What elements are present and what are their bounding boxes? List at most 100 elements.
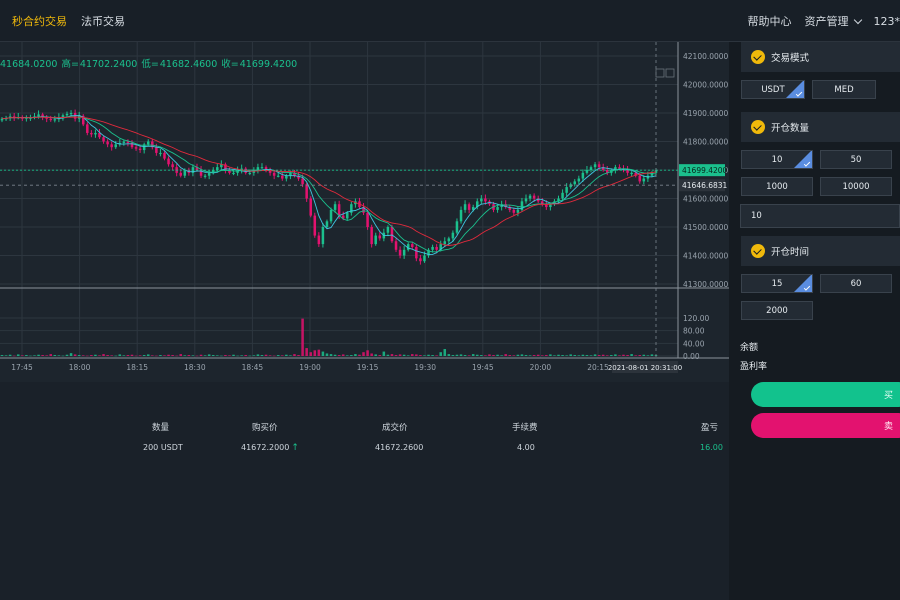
volume-bar [305,348,308,356]
qty-option-10[interactable]: 10 [741,150,813,169]
volume-bar [439,352,442,356]
quantity-input[interactable]: 10 [740,204,900,228]
candle-body [171,164,174,168]
nav-second-contract[interactable]: 秒合约交易 [12,15,67,28]
candle-body [61,115,65,118]
time-option-15[interactable]: 15 [741,274,813,293]
volume-bar [281,355,284,356]
open-quantity-title: 开仓数量 [771,123,810,134]
table-row[interactable]: 200 USDT 41672.2000 ↑ 41672.2600 4.00 16.… [0,440,729,458]
volume-bar [224,355,227,356]
volume-bar [114,355,117,357]
candle-body [536,198,540,202]
time-option-2000[interactable]: 2000 [741,301,813,320]
candle-body [138,148,142,151]
candle-body [366,212,369,227]
candle-body [605,170,609,173]
candle-body [435,246,438,250]
ohlc-close: 41699.4200 [239,59,298,70]
candle-body [130,142,134,148]
volume-bar [293,354,296,356]
volume-bar [175,355,178,357]
nav-asset-label: 资产管理 [804,15,849,28]
candle-body [146,141,150,145]
arrow-up-icon: ↑ [291,443,299,453]
volume-bar [155,355,158,357]
mode-med-option[interactable]: MED [812,80,876,99]
volume-bar [569,354,572,356]
time-option-60[interactable]: 60 [820,274,892,293]
volume-bar [394,355,398,356]
candle-body [471,207,475,210]
balance-label: 余额 [740,343,759,353]
volume-bar [163,355,166,356]
volume-bar [159,355,162,356]
kline-chart[interactable]: 42100.0000 42000.0000 41900.0000 41800.0000… [0,42,729,382]
candle-body [211,170,215,173]
volume-bar [12,355,16,357]
volume-bar [500,355,503,356]
volume-bar [264,354,268,356]
nav-user[interactable]: 123* [873,14,900,28]
volume-bar [524,355,528,356]
volume-bar [605,355,609,356]
candle-body [484,198,487,202]
nav-fiat-trade[interactable]: 法币交易 [81,15,125,28]
candle-body [126,141,130,143]
nav-help-center[interactable]: 帮助中心 [747,15,792,28]
candle-body [69,113,73,115]
quantity-input-value: 10 [751,211,762,221]
qty-option-10000[interactable]: 10000 [820,177,892,196]
candle-body [25,117,28,119]
candle-body [589,167,593,170]
volume-bar [459,354,463,356]
ohlc-high-label: 高= [61,59,79,70]
crosshair-price-tag [679,179,725,192]
section-open-time: 开仓时间 [741,236,900,266]
volume-bar [427,354,430,356]
candle-body [281,175,284,179]
volume-bar [378,355,382,356]
row-buy-price: 41672.2000 ↑ [241,443,299,453]
candle-body [443,241,447,245]
volume-bar [167,354,170,356]
buy-up-button[interactable]: 买 [751,382,900,407]
candle-body [411,244,414,247]
volume-bar [122,355,126,356]
mode-med-label: MED [834,84,854,95]
volume-bar [65,354,69,356]
qty-50-label: 50 [850,154,862,165]
candle-body [220,164,223,168]
volume-bar [195,355,199,357]
candle-body [65,113,69,116]
qty-option-1000[interactable]: 1000 [741,177,813,196]
volume-bar [382,351,386,356]
candle-body [313,215,317,236]
qty-option-50[interactable]: 50 [820,150,892,169]
volume-bar [341,354,345,356]
trade-mode-title: 交易模式 [771,53,810,64]
time-tick-label: 18:30 [184,363,206,372]
crosshair-price-label: 41646.6831 [682,181,728,190]
candle-body [333,204,337,210]
volume-bar [61,355,65,357]
candle-body [638,175,642,182]
volume-bar [597,355,601,356]
volume-bar [232,354,235,356]
candle-body [561,192,564,199]
candle-body [650,172,654,176]
buy-down-button[interactable]: 卖 [751,413,900,438]
candle-body [370,227,373,245]
candle-body [232,172,235,175]
volume-bar [16,354,20,356]
mode-usdt-option[interactable]: USDT [741,80,805,99]
candle-body [459,209,463,222]
candle-body [167,158,170,165]
volume-bar [171,355,174,356]
volume-bar [179,354,182,356]
candle-body [12,116,16,118]
candle-body [114,144,117,148]
nav-asset-menu[interactable]: 资产管理 [804,13,862,29]
volume-bar [467,355,471,356]
candle-body [516,209,520,213]
